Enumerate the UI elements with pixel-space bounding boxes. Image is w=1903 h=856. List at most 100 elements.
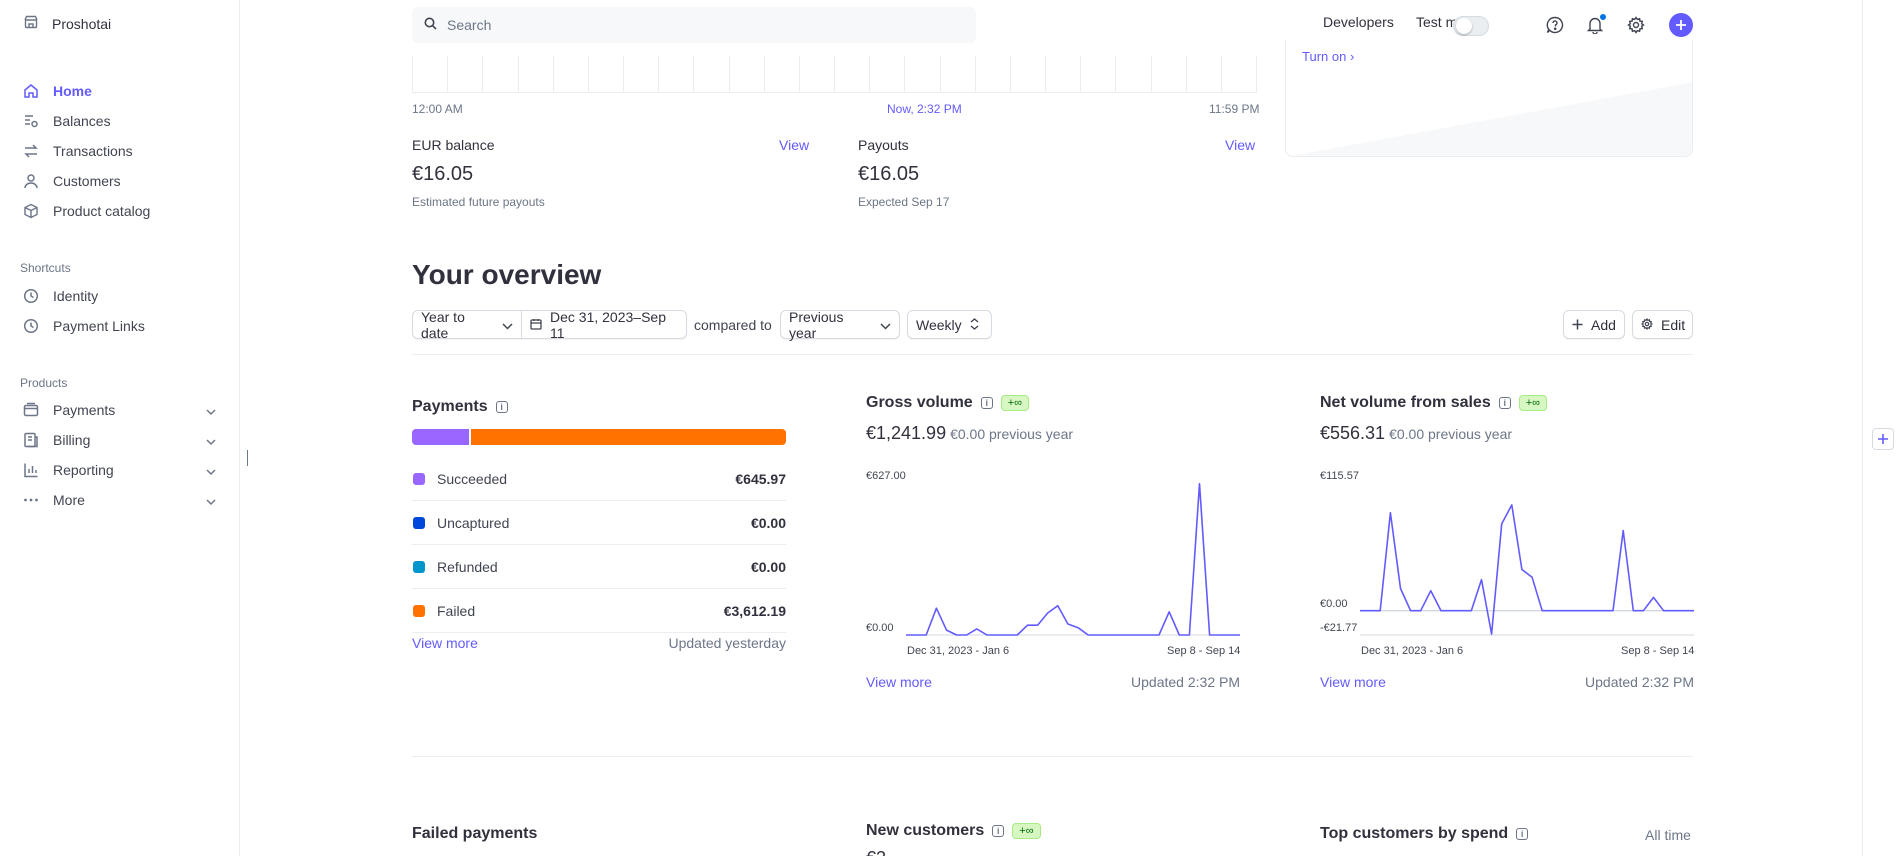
add-button[interactable]: Add xyxy=(1563,310,1625,339)
grid-line xyxy=(1220,56,1222,93)
calendar-icon xyxy=(530,317,542,333)
grid-line xyxy=(763,56,765,93)
right-panel-border xyxy=(1862,0,1863,856)
net-view-more-link[interactable]: View more xyxy=(1320,674,1386,690)
net-updated: Updated 2:32 PM xyxy=(1585,674,1694,690)
series-line xyxy=(1360,504,1694,635)
info-icon[interactable]: i xyxy=(495,401,508,413)
sidebar-item-identity[interactable]: Identity xyxy=(0,281,240,311)
grid-line xyxy=(834,56,835,93)
payments-stacked-bar xyxy=(412,429,786,445)
legend-swatch xyxy=(413,472,425,485)
section-divider xyxy=(412,756,1693,757)
sidebar-item-payments[interactable]: Payments xyxy=(0,395,240,425)
interval-select[interactable]: Weekly xyxy=(907,310,992,339)
compare-preset-select[interactable]: Previous year xyxy=(780,308,900,341)
sidebar-item-customers[interactable]: Customers xyxy=(0,166,240,196)
payment-status-row[interactable]: Succeeded €645.97 xyxy=(412,457,786,501)
status-label: Uncaptured xyxy=(437,514,510,531)
info-icon[interactable]: i xyxy=(992,825,1005,837)
sidebar-item-label: Billing xyxy=(53,432,91,448)
grid-line xyxy=(587,56,589,93)
payment-status-row[interactable]: Failed €3,612.19 xyxy=(412,589,786,633)
developers-link[interactable]: Developers xyxy=(1323,14,1394,30)
eur-balance-view-link[interactable]: View xyxy=(779,137,810,153)
test-mode-toggle[interactable] xyxy=(1453,16,1489,36)
plus-icon xyxy=(1572,317,1583,333)
compared-to-label: compared to xyxy=(694,317,772,333)
shortcuts-label: Shortcuts xyxy=(20,261,71,275)
gross-view-more-link[interactable]: View more xyxy=(866,674,932,690)
sidebar-item-billing[interactable]: Billing xyxy=(0,425,240,455)
grid-line xyxy=(869,56,871,93)
clock-icon xyxy=(22,317,40,335)
sidebar-item-transactions[interactable]: Transactions xyxy=(0,136,240,166)
payment-status-row[interactable]: Uncaptured €0.00 xyxy=(412,501,786,545)
sidebar-item-product-catalog[interactable]: Product catalog xyxy=(0,196,240,226)
all-time-label[interactable]: All time xyxy=(1645,827,1691,843)
notifications-bell-icon[interactable] xyxy=(1585,14,1606,35)
grid-line xyxy=(1009,56,1011,93)
net-previous: €0.00 previous year xyxy=(1389,426,1513,442)
sidebar-item-label: Customers xyxy=(53,173,121,189)
settings-gear-icon[interactable] xyxy=(1626,15,1646,35)
bar-segment-succeeded xyxy=(412,429,469,445)
payment-status-row[interactable]: Refunded €0.00 xyxy=(412,545,786,589)
info-icon[interactable]: i xyxy=(1498,397,1511,409)
chevron-down-icon xyxy=(206,463,216,479)
create-plus-button[interactable] xyxy=(1669,13,1693,37)
chevron-down-icon xyxy=(502,317,513,333)
compare-preset-value: Previous year xyxy=(789,308,844,341)
gross-volume-title: Gross volume i +∞ xyxy=(866,394,1029,412)
today-chart-grid xyxy=(412,56,1257,93)
net-volume-title: Net volume from sales i +∞ xyxy=(1320,394,1547,412)
search-input[interactable] xyxy=(447,17,947,33)
grid-line xyxy=(447,56,449,93)
edit-button[interactable]: Edit xyxy=(1632,310,1693,339)
new-customers-value: €2 xyxy=(866,848,886,856)
payments-view-more-link[interactable]: View more xyxy=(412,635,478,651)
sidebar-item-balances[interactable]: Balances xyxy=(0,106,240,136)
top-customers-title: Top customers by spend i xyxy=(1320,825,1529,843)
sidebar-item-home[interactable]: Home xyxy=(0,76,240,106)
status-value: €0.00 xyxy=(750,558,786,575)
interval-value: Weekly xyxy=(916,316,962,333)
sidebar-resize-handle[interactable] xyxy=(247,450,248,466)
today-x-start: 12:00 AM xyxy=(412,102,463,116)
status-value: €0.00 xyxy=(750,514,786,531)
turn-on-link[interactable]: Turn on › xyxy=(1302,49,1355,64)
sidebar-item-label: Reporting xyxy=(53,462,114,478)
grid-line xyxy=(517,56,519,93)
sidebar-item-label: Identity xyxy=(53,288,99,304)
account-switcher[interactable]: Proshotai xyxy=(24,15,111,32)
payouts-view-link[interactable]: View xyxy=(1225,137,1256,153)
sidebar-item-payment-links[interactable]: Payment Links xyxy=(0,311,240,341)
search-bar[interactable] xyxy=(412,7,976,43)
new-customers-title: New customers i +∞ xyxy=(866,822,1041,840)
chevron-down-icon xyxy=(206,433,216,449)
net-change-badge: +∞ xyxy=(1518,395,1547,411)
range-preset-select[interactable]: Year to date xyxy=(412,309,522,341)
store-icon xyxy=(24,15,38,32)
sidebar-item-more[interactable]: More xyxy=(0,485,240,515)
info-icon[interactable]: i xyxy=(980,397,993,409)
grid-line xyxy=(412,56,413,93)
info-icon[interactable]: i xyxy=(1516,828,1529,840)
gross-volume-chart xyxy=(906,482,1240,636)
sidebar-item-label: Product catalog xyxy=(53,203,151,219)
setup-panel: Turn on › xyxy=(1285,40,1693,157)
billing-icon xyxy=(22,431,40,449)
today-x-now: Now, 2:32 PM xyxy=(887,102,962,116)
grid-line xyxy=(1045,56,1046,93)
payouts-title: Payouts xyxy=(858,137,909,153)
date-range-picker[interactable]: Dec 31, 2023–Sep 11 xyxy=(521,309,687,341)
expand-panel-plus-icon[interactable] xyxy=(1872,428,1894,450)
status-label: Refunded xyxy=(437,558,498,575)
sidebar-item-label: Payment Links xyxy=(53,318,145,334)
sidebar-item-reporting[interactable]: Reporting xyxy=(0,455,240,485)
series-line xyxy=(906,482,1240,636)
help-icon[interactable] xyxy=(1545,15,1565,35)
setup-panel-shape xyxy=(1291,82,1692,156)
balances-icon xyxy=(22,112,40,130)
gross-change-badge: +∞ xyxy=(1000,395,1029,411)
